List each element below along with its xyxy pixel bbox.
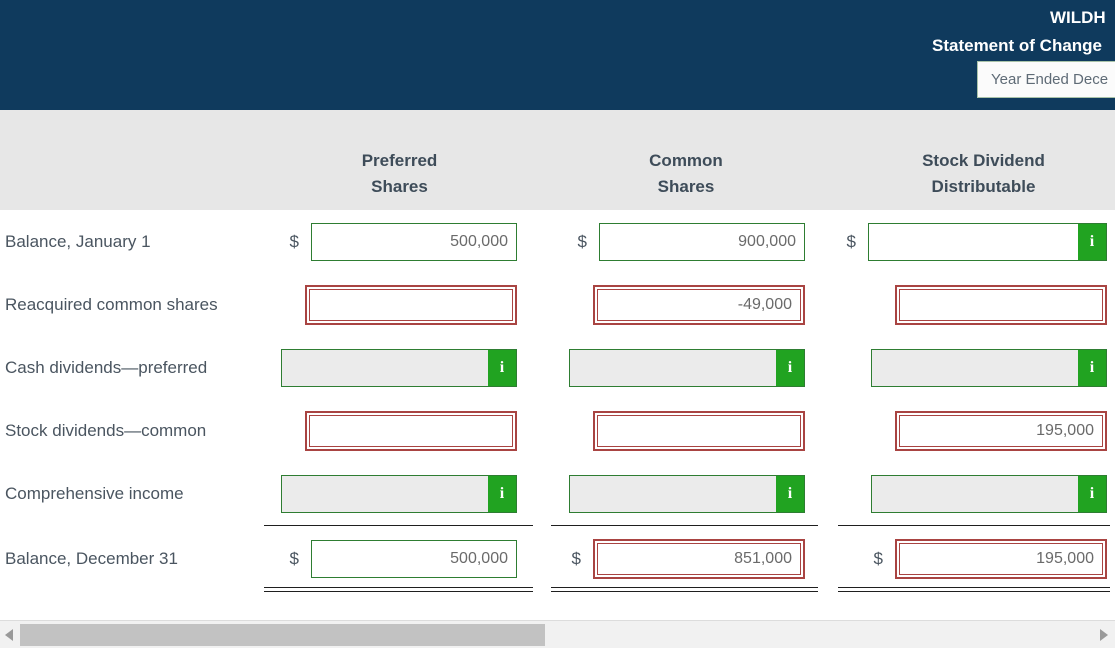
statement-title: Statement of Change bbox=[932, 36, 1103, 55]
input-r4-preferred[interactable] bbox=[309, 414, 513, 447]
cell-r3-common: i bbox=[549, 336, 805, 399]
input-r1-common bbox=[599, 222, 805, 261]
cell-r1-common: $ bbox=[549, 210, 805, 273]
input-r6-preferred bbox=[311, 540, 517, 578]
input-r5-common bbox=[570, 475, 776, 512]
info-icon[interactable]: i bbox=[488, 475, 516, 512]
input-r1-stockdiv[interactable] bbox=[869, 223, 1078, 260]
double-rule-segment bbox=[264, 587, 533, 592]
period-input[interactable] bbox=[977, 61, 1115, 98]
table-row: Reacquired common shares bbox=[0, 273, 1115, 336]
cell-r1-stockdiv: $ i bbox=[822, 210, 1115, 273]
input-r2-stockdiv[interactable] bbox=[899, 288, 1103, 321]
info-icon[interactable]: i bbox=[776, 349, 804, 386]
cell-r2-common bbox=[549, 273, 805, 336]
row-label: Stock dividends—common bbox=[5, 420, 207, 440]
cell-r5-stockdiv: i bbox=[822, 462, 1115, 525]
cell-r6-preferred: $ bbox=[262, 533, 517, 585]
total-rule bbox=[0, 525, 1115, 533]
statement-header: WILDH Statement of Change bbox=[0, 0, 1115, 110]
input-r3-common bbox=[570, 349, 776, 386]
cell-r4-preferred bbox=[262, 399, 517, 462]
row-label: Balance, December 31 bbox=[5, 549, 178, 568]
input-r6-stockdiv[interactable] bbox=[899, 543, 1103, 575]
total-rule-segment bbox=[838, 525, 1110, 526]
total-rule-segment bbox=[264, 525, 533, 526]
cell-r3-stockdiv: i bbox=[822, 336, 1115, 399]
currency-symbol: $ bbox=[577, 231, 587, 251]
table-row: Comprehensive income i i i bbox=[0, 462, 1115, 525]
input-r3-stockdiv bbox=[872, 349, 1078, 386]
column-header-stock-dividend-distributable: Stock Dividend Distributable bbox=[922, 151, 1045, 196]
input-r5-preferred bbox=[282, 475, 488, 512]
input-r2-preferred[interactable] bbox=[309, 288, 513, 321]
table-row: Balance, December 31 $ $ $ bbox=[0, 533, 1115, 585]
currency-symbol: $ bbox=[289, 231, 299, 251]
info-icon[interactable]: i bbox=[776, 475, 804, 512]
double-total-rule bbox=[0, 585, 1115, 595]
currency-symbol: $ bbox=[873, 549, 883, 568]
scroll-left-icon[interactable] bbox=[5, 629, 13, 641]
double-rule-segment bbox=[551, 587, 818, 592]
cell-r5-preferred: i bbox=[262, 462, 517, 525]
column-header-common-shares: Common Shares bbox=[649, 151, 723, 196]
cell-r6-stockdiv: $ bbox=[822, 533, 1115, 585]
cell-r4-common bbox=[549, 399, 805, 462]
scrollbar-thumb[interactable] bbox=[20, 624, 545, 646]
table-row: Balance, January 1 $ $ $ i bbox=[0, 210, 1115, 273]
input-r1-preferred bbox=[311, 222, 517, 261]
company-name: WILDH bbox=[1050, 8, 1106, 27]
input-r4-common[interactable] bbox=[597, 414, 801, 447]
column-header-preferred-shares: Preferred Shares bbox=[361, 151, 438, 196]
row-label: Balance, January 1 bbox=[5, 231, 151, 251]
column-header-band: Preferred Shares Common Shares Stock Div… bbox=[0, 110, 1115, 210]
input-r2-common[interactable] bbox=[597, 288, 801, 321]
info-icon[interactable]: i bbox=[1078, 223, 1106, 260]
cell-r2-stockdiv bbox=[822, 273, 1115, 336]
input-r4-stockdiv[interactable] bbox=[899, 414, 1103, 447]
row-label: Comprehensive income bbox=[5, 483, 184, 503]
input-r6-common[interactable] bbox=[597, 543, 801, 575]
scroll-right-icon[interactable] bbox=[1100, 629, 1108, 641]
cell-r6-common: $ bbox=[549, 533, 805, 585]
table-row: Cash dividends—preferred i i i bbox=[0, 336, 1115, 399]
cell-r5-common: i bbox=[549, 462, 805, 525]
info-icon[interactable]: i bbox=[1078, 475, 1106, 512]
currency-symbol: $ bbox=[571, 549, 581, 568]
cell-r3-preferred: i bbox=[262, 336, 517, 399]
double-rule-segment bbox=[838, 587, 1110, 592]
info-icon[interactable]: i bbox=[488, 349, 516, 386]
cell-r2-preferred bbox=[262, 273, 517, 336]
table-row: Stock dividends—common bbox=[0, 399, 1115, 462]
row-label: Cash dividends—preferred bbox=[5, 357, 208, 377]
currency-symbol: $ bbox=[846, 231, 856, 251]
input-r3-preferred bbox=[282, 349, 488, 386]
horizontal-scrollbar[interactable] bbox=[0, 620, 1115, 648]
info-icon[interactable]: i bbox=[1078, 349, 1106, 386]
cell-r1-preferred: $ bbox=[262, 210, 517, 273]
input-r5-stockdiv bbox=[872, 475, 1078, 512]
cell-r4-stockdiv bbox=[822, 399, 1115, 462]
total-rule-segment bbox=[551, 525, 818, 526]
row-label: Reacquired common shares bbox=[5, 294, 218, 314]
currency-symbol: $ bbox=[289, 549, 299, 568]
